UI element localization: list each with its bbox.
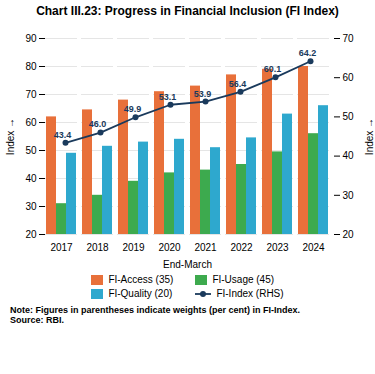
svg-text:2022: 2022 bbox=[230, 242, 253, 253]
svg-text:2023: 2023 bbox=[266, 242, 289, 253]
svg-text:50: 50 bbox=[25, 145, 37, 156]
svg-text:2021: 2021 bbox=[194, 242, 217, 253]
html-text:Chart III.23: Progress in Fina: Chart III.23: Progress in Financial Incl… bbox=[36, 4, 339, 18]
svg-text:2017: 2017 bbox=[50, 242, 73, 253]
svg-text:Index →: Index → bbox=[5, 118, 16, 155]
svg-text:60.1: 60.1 bbox=[264, 64, 282, 74]
svg-text:2018: 2018 bbox=[86, 242, 109, 253]
svg-text:2019: 2019 bbox=[122, 242, 145, 253]
svg-text:20: 20 bbox=[25, 229, 37, 240]
svg-text:40: 40 bbox=[25, 173, 37, 184]
svg-text:30: 30 bbox=[343, 190, 355, 201]
svg-text:50: 50 bbox=[343, 111, 355, 122]
html-text:FI-Quality (20): FI-Quality (20) bbox=[108, 288, 173, 299]
svg-text:30: 30 bbox=[25, 201, 37, 212]
svg-text:60: 60 bbox=[343, 72, 355, 83]
svg-text:60: 60 bbox=[25, 117, 37, 128]
svg-text:40: 40 bbox=[343, 150, 355, 161]
svg-text:2024: 2024 bbox=[302, 242, 325, 253]
svg-text:53.9: 53.9 bbox=[194, 88, 212, 98]
svg-text:53.1: 53.1 bbox=[159, 92, 177, 102]
svg-text:43.4: 43.4 bbox=[54, 130, 72, 140]
svg-text:90: 90 bbox=[25, 33, 37, 44]
html-text:Note: Figures in parentheses i: Note: Figures in parentheses indicate we… bbox=[10, 305, 301, 325]
svg-text:End-March: End-March bbox=[163, 259, 212, 270]
html-text:FI-Usage (45): FI-Usage (45) bbox=[212, 274, 275, 285]
svg-text:70: 70 bbox=[25, 89, 37, 100]
svg-text:46.0: 46.0 bbox=[89, 119, 107, 129]
html-text:FI-Index (RHS): FI-Index (RHS) bbox=[216, 288, 284, 299]
svg-text:Index →: Index → bbox=[364, 118, 375, 155]
svg-text:80: 80 bbox=[25, 61, 37, 72]
svg-text:56.4: 56.4 bbox=[229, 79, 247, 89]
svg-text:49.9: 49.9 bbox=[124, 104, 142, 114]
svg-text:20: 20 bbox=[343, 229, 355, 240]
svg-text:70: 70 bbox=[343, 33, 355, 44]
html-text:FI-Access (35): FI-Access (35) bbox=[108, 274, 174, 285]
svg-text:2020: 2020 bbox=[158, 242, 181, 253]
svg-text:64.2: 64.2 bbox=[299, 48, 317, 58]
